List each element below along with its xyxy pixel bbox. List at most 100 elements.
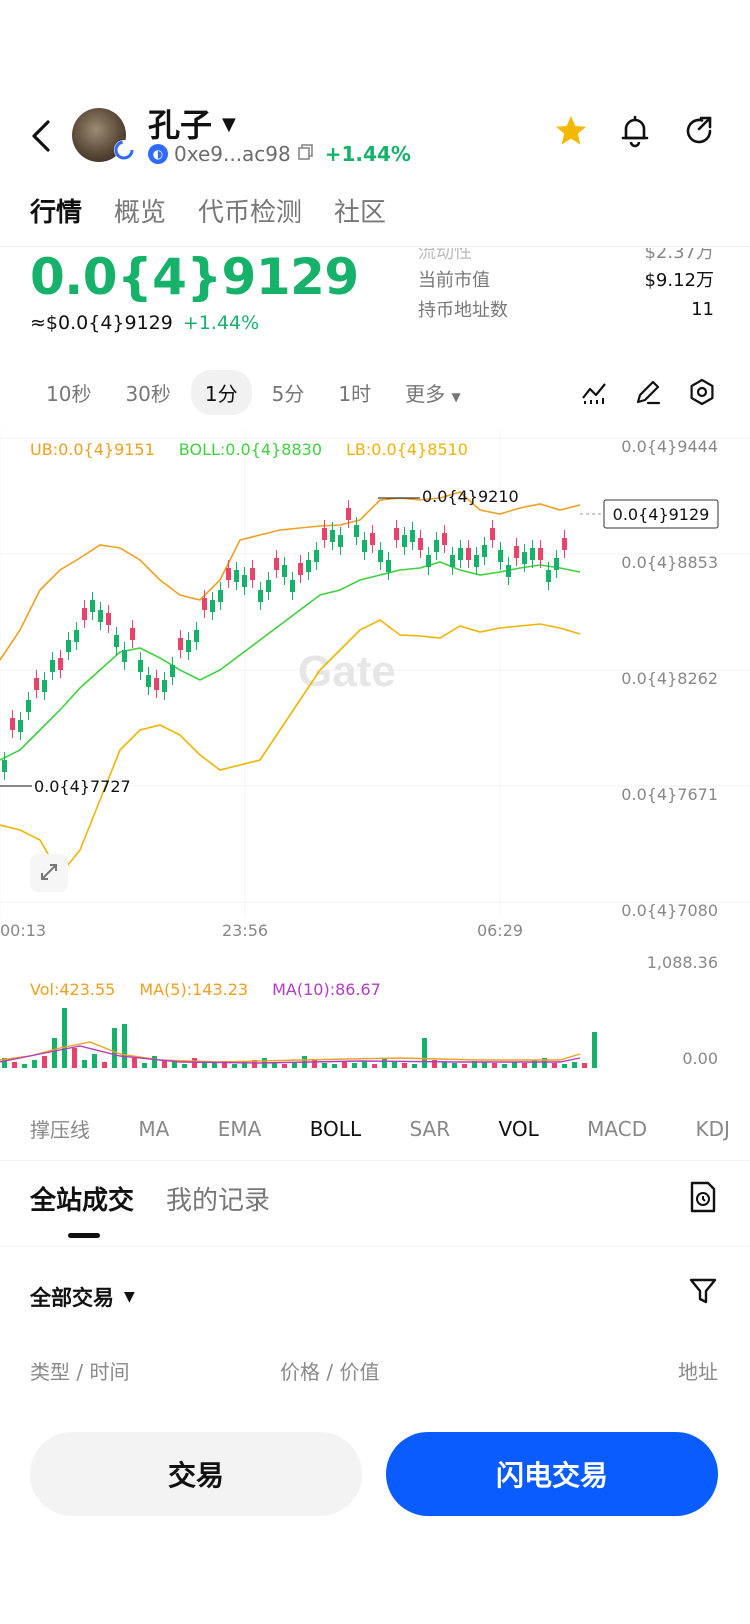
candle-body <box>170 665 175 677</box>
candle-body <box>154 678 159 690</box>
interval-1m[interactable]: 1分 <box>190 370 252 415</box>
volume-bar <box>392 1062 397 1068</box>
chain-badge-icon <box>114 140 134 160</box>
volume-bar <box>272 1063 277 1068</box>
legend-vol: Vol:423.55 <box>30 980 116 999</box>
volume-bar <box>132 1058 137 1068</box>
back-icon[interactable] <box>24 118 60 154</box>
volume-bar <box>22 1064 27 1068</box>
interval-more[interactable]: 更多 ▼ <box>405 382 461 406</box>
interval-5m[interactable]: 5分 <box>271 382 305 406</box>
candle-body <box>50 660 55 672</box>
volume-bar <box>102 1062 107 1068</box>
candle-body <box>546 570 551 582</box>
volume-bar <box>212 1063 217 1068</box>
volume-bar <box>322 1063 327 1068</box>
volume-bar <box>492 1063 497 1068</box>
token-address: 0xe9...ac98 <box>174 142 291 166</box>
candle-body <box>402 535 407 547</box>
boll-bands <box>0 491 581 877</box>
tab-indicator <box>68 1233 100 1238</box>
volume-bar <box>152 1056 157 1068</box>
ind-boll[interactable]: BOLL <box>309 1116 362 1141</box>
volume-bar <box>562 1064 567 1068</box>
ind-ema[interactable]: EMA <box>217 1116 262 1141</box>
volume-bar <box>372 1064 377 1068</box>
volume-bar <box>422 1038 427 1068</box>
share-icon[interactable] <box>682 114 716 152</box>
funnel-icon[interactable] <box>688 1276 718 1310</box>
legend-lb: LB:0.0{4}8510 <box>346 440 468 459</box>
ind-macd[interactable]: MACD <box>587 1116 648 1141</box>
ind-sar[interactable]: SAR <box>409 1116 451 1141</box>
volume-bar <box>342 1062 347 1068</box>
flash-trade-button[interactable]: 闪电交易 <box>386 1432 718 1516</box>
copy-icon[interactable] <box>297 142 315 166</box>
volume-bar <box>312 1060 317 1068</box>
kline-chart[interactable]: Gate 0.0{4}94440.0{4}88530.0{4}82620.0{4… <box>0 430 750 1110</box>
candle-body <box>442 533 447 545</box>
candle-body <box>130 628 135 640</box>
trade-columns: 类型 / 时间 价格 / 价值 地址 <box>30 1356 718 1385</box>
stat-market-cap: 当前市值 $9.12万 <box>418 270 714 291</box>
caret-down-icon[interactable]: ▼ <box>222 114 236 135</box>
ind-ma[interactable]: MA <box>138 1116 170 1141</box>
trade-filter-dropdown[interactable]: 全部交易 ▼ <box>30 1282 135 1312</box>
axis-labels: 0.0{4}9444 0.0{4}8853 0.0{4}8262 0.0{4}7671… <box>0 437 719 1068</box>
bell-icon[interactable] <box>618 114 652 152</box>
volume-bar <box>282 1064 287 1068</box>
candle-body <box>538 548 543 560</box>
token-change: +1.44% <box>324 142 411 166</box>
expand-icon[interactable] <box>30 854 68 892</box>
token-title[interactable]: 孔子 <box>148 106 213 144</box>
stat-holders: 持币地址数 11 <box>418 298 714 322</box>
candle-body <box>554 558 559 570</box>
trade-button[interactable]: 交易 <box>30 1432 362 1516</box>
indicator-icon[interactable] <box>580 378 608 410</box>
current-price-tag <box>603 499 719 529</box>
candle-body <box>378 550 383 562</box>
col-price-value: 价格 / 价值 <box>280 1360 380 1384</box>
interval-10s[interactable]: 10秒 <box>46 382 92 406</box>
boll-lower-line <box>0 619 581 877</box>
y-tick-label: 0.0{4}7080 <box>621 901 718 920</box>
volume-bar <box>2 1058 7 1068</box>
volume-bar <box>62 1008 67 1068</box>
interval-30s[interactable]: 30秒 <box>125 382 171 406</box>
candle-body <box>466 548 471 560</box>
tab-community[interactable]: 社区 <box>334 198 387 228</box>
settings-icon[interactable] <box>688 378 716 410</box>
candle-body <box>322 528 327 540</box>
candle-body <box>514 546 519 558</box>
tab-my-records[interactable]: 我的记录 <box>166 1186 271 1216</box>
history-doc-icon[interactable] <box>688 1180 718 1218</box>
tab-market[interactable]: 行情 <box>30 198 83 228</box>
candle-body <box>258 590 263 602</box>
candle-body <box>498 550 503 562</box>
draw-icon[interactable] <box>634 378 662 410</box>
x-tick-label: 00:13 <box>0 921 46 940</box>
volume-bar <box>162 1060 167 1068</box>
star-icon[interactable] <box>554 114 588 152</box>
candle-body <box>482 545 487 557</box>
volume-bar <box>32 1060 37 1068</box>
volume-zero-label: 0.00 <box>682 1049 718 1068</box>
ind-support[interactable]: 撑压线 <box>30 1118 90 1142</box>
tab-overview[interactable]: 概览 <box>114 198 167 228</box>
candle-body <box>426 555 431 567</box>
candle-body <box>122 650 127 662</box>
candle-body <box>338 535 343 547</box>
ind-vol[interactable]: VOL <box>498 1116 539 1141</box>
volume-bar <box>482 1062 487 1068</box>
candle-body <box>386 560 391 572</box>
volume-bar <box>232 1064 237 1068</box>
candle-body <box>418 538 423 550</box>
tab-all-trades[interactable]: 全站成交 <box>30 1186 135 1216</box>
volume-bar <box>42 1056 47 1068</box>
volume-bar <box>542 1058 547 1068</box>
ind-kdj[interactable]: KDJ <box>695 1116 730 1141</box>
divider <box>0 1160 750 1161</box>
tab-token-check[interactable]: 代币检测 <box>198 198 303 228</box>
candle-body <box>226 568 231 580</box>
interval-1h[interactable]: 1时 <box>338 382 372 406</box>
